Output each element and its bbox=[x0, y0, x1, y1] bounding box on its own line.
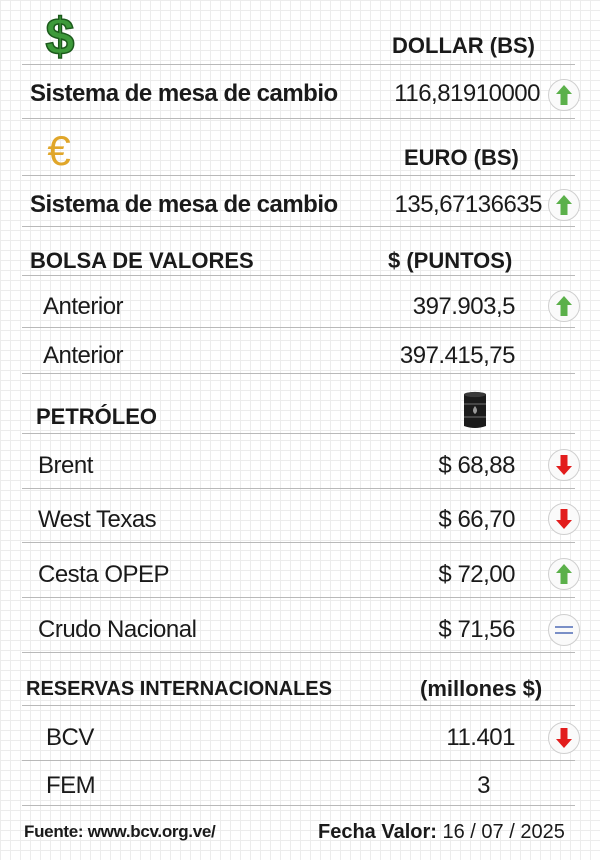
footer-date-value: 16 / 07 / 2025 bbox=[442, 821, 565, 843]
reservas-row-label: BCV bbox=[46, 724, 94, 751]
petroleo-title: PETRÓLEO bbox=[36, 404, 158, 429]
down-arrow-icon bbox=[548, 503, 580, 535]
petroleo-row-value: $ 72,00 bbox=[438, 561, 515, 588]
bolsa-row-value: 397.415,75 bbox=[399, 342, 516, 369]
up-arrow-icon bbox=[548, 79, 580, 111]
down-arrow-icon bbox=[548, 449, 580, 481]
petroleo-row-value: $ 71,56 bbox=[438, 616, 515, 643]
oil-barrel-icon bbox=[460, 390, 490, 430]
dollar-label: Sistema de mesa de cambio bbox=[30, 80, 338, 107]
footer-source: Fuente: www.bcv.org.ve/ bbox=[24, 822, 216, 841]
dollar-header: DOLLAR (BS) bbox=[392, 33, 535, 58]
euro-sign-icon: € bbox=[40, 127, 78, 174]
dollar-sign-icon: $ bbox=[40, 7, 80, 67]
bolsa-row-label: Anterior bbox=[43, 293, 124, 320]
svg-text:$: $ bbox=[46, 8, 75, 62]
bolsa-unit: $ (PUNTOS) bbox=[388, 248, 513, 273]
bolsa-row-value: 397.903,5 bbox=[412, 293, 516, 320]
reservas-row-value: 11.401 bbox=[446, 724, 515, 751]
svg-text:€: € bbox=[47, 128, 70, 172]
reservas-unit: (millones $) bbox=[420, 676, 543, 701]
euro-value: 135,67136635 bbox=[394, 191, 543, 218]
up-arrow-icon bbox=[548, 558, 580, 590]
petroleo-row-value: $ 68,88 bbox=[438, 452, 515, 479]
reservas-title: RESERVAS INTERNACIONALES bbox=[26, 678, 332, 700]
petroleo-row-label: West Texas bbox=[38, 506, 157, 533]
bolsa-row-label: Anterior bbox=[43, 342, 124, 369]
dollar-value: 116,81910000 bbox=[394, 80, 540, 107]
up-arrow-icon bbox=[548, 290, 580, 322]
reservas-row-value: 3 bbox=[477, 772, 490, 799]
bolsa-title: BOLSA DE VALORES bbox=[30, 248, 254, 273]
petroleo-row-label: Crudo Nacional bbox=[38, 616, 197, 643]
equal-sign-icon bbox=[548, 614, 580, 646]
down-arrow-icon bbox=[548, 722, 580, 754]
up-arrow-icon bbox=[548, 189, 580, 221]
footer-date-label: Fecha Valor: bbox=[318, 821, 437, 843]
petroleo-row-label: Brent bbox=[38, 452, 93, 479]
petroleo-row-value: $ 66,70 bbox=[438, 506, 515, 533]
euro-label: Sistema de mesa de cambio bbox=[30, 191, 338, 218]
reservas-row-label: FEM bbox=[46, 772, 96, 799]
petroleo-row-label: Cesta OPEP bbox=[38, 561, 170, 588]
footer-date: Fecha Valor: 16 / 07 / 2025 bbox=[318, 821, 565, 844]
euro-header: EURO (BS) bbox=[404, 145, 519, 170]
